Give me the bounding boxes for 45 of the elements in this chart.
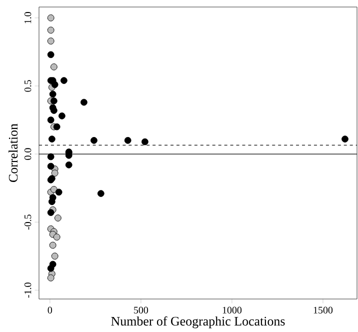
x-tick-label: 0	[48, 306, 52, 314]
point	[47, 38, 54, 44]
y-tick-label: -1.0	[24, 282, 32, 298]
point	[53, 123, 60, 130]
point	[53, 234, 60, 240]
point	[47, 264, 54, 272]
point	[50, 107, 58, 114]
y-tick-label: -0.5	[24, 214, 32, 230]
point	[90, 136, 98, 144]
y-axis-title: Correlation	[8, 124, 18, 182]
point	[97, 190, 104, 197]
x-axis-title: Number of Geographic Locations	[111, 316, 285, 328]
point	[65, 161, 72, 168]
point	[50, 97, 58, 104]
point	[54, 214, 62, 222]
point	[58, 112, 66, 120]
point	[47, 14, 54, 22]
point	[51, 170, 58, 177]
point	[47, 274, 54, 282]
point	[48, 136, 56, 142]
point	[47, 51, 54, 58]
y-tick-label: 0.5	[24, 80, 32, 92]
point	[47, 209, 54, 216]
x-tick-label: 500	[134, 306, 148, 314]
point	[47, 153, 54, 160]
point	[49, 90, 56, 98]
y-tick-label: 0.0	[24, 148, 32, 160]
point	[51, 81, 58, 88]
point	[47, 162, 54, 170]
point	[124, 136, 132, 144]
point	[55, 188, 62, 196]
point	[47, 116, 54, 124]
x-tick-label: 1500	[314, 306, 333, 314]
point	[60, 77, 68, 84]
x-tick-label: 1000	[222, 306, 242, 314]
point	[342, 136, 348, 142]
point	[50, 186, 58, 193]
point	[48, 198, 56, 206]
point	[47, 26, 54, 34]
point	[80, 98, 88, 106]
point	[50, 63, 58, 70]
y-tick-label: 1.0	[24, 12, 32, 24]
point	[49, 242, 56, 249]
point	[142, 138, 148, 146]
point	[51, 252, 58, 260]
